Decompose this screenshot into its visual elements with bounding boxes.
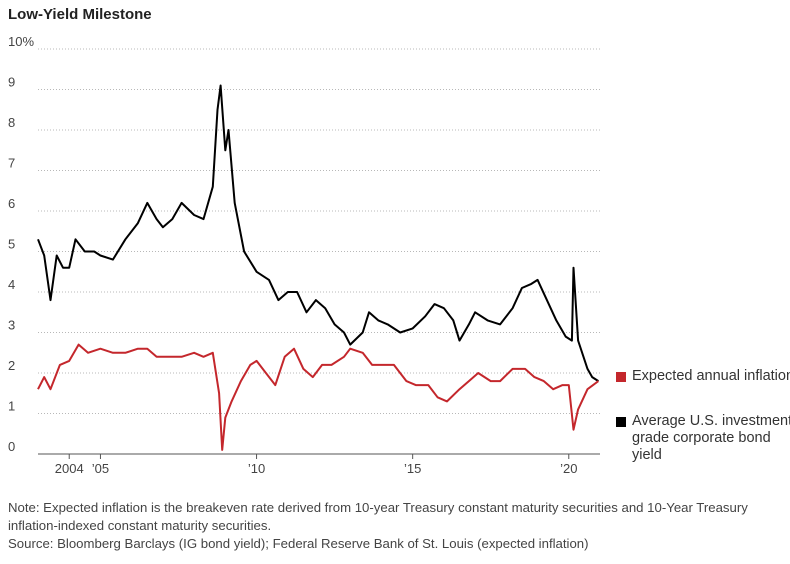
y-tick-label-2: 2 xyxy=(8,358,15,373)
legend-label-inflation: Expected annual inflation xyxy=(632,368,790,384)
y-tick-label-0: 0 xyxy=(8,439,15,454)
x-tick-label-2015: ’15 xyxy=(404,461,421,476)
series-line-bond-yield xyxy=(37,84,599,382)
y-tick-label-4: 4 xyxy=(8,277,15,292)
legend-item-inflation: Expected annual inflation xyxy=(616,368,790,385)
legend-swatch-bond-yield xyxy=(616,417,626,427)
legend-item-bond-yield: Average U.S. investment-grade corporate … xyxy=(616,413,790,464)
source-text: Source: Bloomberg Barclays (IG bond yiel… xyxy=(8,536,589,551)
y-tick-label-5: 5 xyxy=(8,237,15,252)
x-tick-label-2004: 2004 xyxy=(55,461,84,476)
chart-title: Low-Yield Milestone xyxy=(8,6,152,23)
y-tick-label-1: 1 xyxy=(8,399,15,414)
y-tick-label-10: 10% xyxy=(8,34,34,49)
legend-swatch-inflation xyxy=(616,372,626,382)
line-chart: 0 1 2 3 4 5 6 7 8 9 10% 2004 ’05 ’10 ’15 ’20 xyxy=(8,34,600,476)
x-tick-label-2020: ’20 xyxy=(560,461,577,476)
x-tick-label-2010: ’10 xyxy=(248,461,265,476)
x-tick-label-2005: ’05 xyxy=(92,461,109,476)
y-tick-label-7: 7 xyxy=(8,156,15,171)
y-tick-label-9: 9 xyxy=(8,75,15,90)
chart-notes: Note: Expected inflation is the breakeve… xyxy=(8,499,783,553)
y-tick-label-6: 6 xyxy=(8,196,15,211)
note-text: Note: Expected inflation is the breakeve… xyxy=(8,500,748,533)
legend-label-bond-yield: Average U.S. investment-grade corporate … xyxy=(632,413,790,463)
y-tick-label-3: 3 xyxy=(8,318,15,333)
y-tick-label-8: 8 xyxy=(8,115,15,130)
series-line-inflation xyxy=(37,343,599,451)
